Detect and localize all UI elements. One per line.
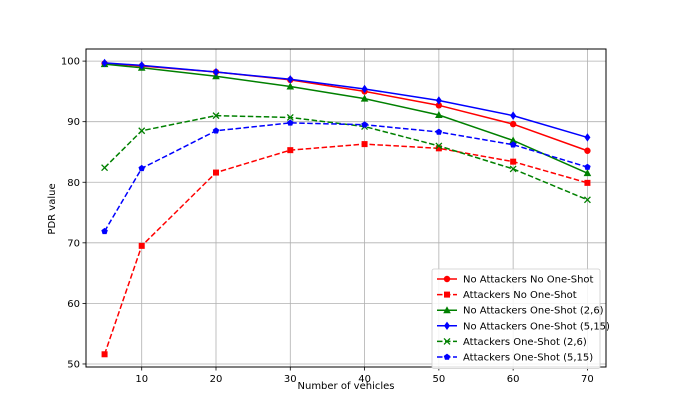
data-point <box>138 242 145 249</box>
x-tick-label: 50 <box>432 374 445 385</box>
series-1 <box>101 60 591 154</box>
legend-item: No Attackers No One-Shot <box>437 275 594 286</box>
data-point <box>435 142 443 150</box>
legend-label: Attackers No One-Shot <box>463 290 577 301</box>
y-axis: 50 60 70 80 90 100 <box>61 57 86 370</box>
series-line <box>104 63 588 174</box>
data-point <box>435 102 443 109</box>
data-point <box>101 351 108 358</box>
data-point <box>584 179 591 186</box>
y-tick-label: 80 <box>67 178 80 189</box>
legend-box <box>431 268 601 369</box>
series-2 <box>101 141 591 358</box>
series-layer <box>100 58 592 358</box>
series-6 <box>101 119 591 235</box>
data-point <box>435 111 443 119</box>
data-point <box>435 96 442 105</box>
y-tick-label: 50 <box>67 359 80 370</box>
x-tick-label: 30 <box>284 374 297 385</box>
data-point <box>101 58 108 68</box>
data-point <box>509 120 517 128</box>
legend-item: Attackers One-Shot (2,6) <box>437 337 587 348</box>
data-point <box>360 94 369 102</box>
y-axis-label: PDR value <box>47 183 58 234</box>
data-point <box>509 165 517 173</box>
data-point <box>510 158 517 165</box>
data-point <box>138 127 146 135</box>
data-point <box>287 75 294 84</box>
series-3 <box>100 60 592 177</box>
y-tick-label: 60 <box>67 299 80 310</box>
x-tick-label: 70 <box>581 374 594 385</box>
series-line <box>103 143 588 355</box>
data-point <box>101 227 108 235</box>
data-point <box>510 111 517 120</box>
data-point <box>212 112 220 120</box>
legend-marker <box>443 306 451 314</box>
legend-marker <box>443 353 451 360</box>
series-line <box>103 122 588 232</box>
data-point <box>286 113 294 121</box>
series-line <box>104 62 588 152</box>
data-point <box>212 127 220 134</box>
data-point <box>213 67 219 77</box>
data-point <box>101 164 109 172</box>
legend-label: No Attackers No One-Shot <box>463 275 594 286</box>
x-axis-label: Number of vehicles <box>298 381 395 392</box>
data-point <box>213 169 219 176</box>
x-axis: 10 20 30 40 50 60 70 <box>135 367 594 385</box>
data-point <box>584 163 591 170</box>
legend-marker <box>443 337 451 345</box>
legend-marker <box>444 321 450 330</box>
series-line <box>104 114 588 201</box>
y-tick-label: 90 <box>67 117 80 128</box>
y-tick-label: 100 <box>61 57 80 68</box>
plot-frame <box>85 48 607 368</box>
legend-label: Attackers One-Shot (5,15) <box>463 353 593 364</box>
data-point <box>583 196 591 204</box>
legend: No Attackers No One-Shot Attackers No One… <box>431 268 610 369</box>
series-line <box>104 62 588 139</box>
legend-marker <box>444 291 450 298</box>
data-point <box>584 133 591 142</box>
data-point <box>286 82 295 90</box>
data-point <box>435 128 443 135</box>
data-point <box>361 141 368 148</box>
y-tick-label: 70 <box>67 238 80 249</box>
legend-item: No Attackers One-Shot (2,6) <box>437 306 604 317</box>
data-point <box>509 136 517 144</box>
legend-item: Attackers One-Shot (5,15) <box>437 353 593 364</box>
legend-label: No Attackers One-Shot (2,6) <box>463 306 604 317</box>
x-tick-label: 10 <box>135 374 148 385</box>
x-tick-label: 60 <box>507 374 520 385</box>
data-point <box>583 169 592 177</box>
grid <box>86 49 606 367</box>
data-point <box>435 145 442 152</box>
legend-item: No Attackers One-Shot (5,15) <box>437 321 610 332</box>
data-point <box>361 121 368 128</box>
data-point <box>138 164 145 172</box>
data-point <box>287 147 294 154</box>
legend-label: No Attackers One-Shot (5,15) <box>463 321 610 332</box>
legend-label: Attackers One-Shot (2,6) <box>463 337 587 348</box>
data-point <box>287 119 294 126</box>
legend-item: Attackers No One-Shot <box>437 290 577 301</box>
data-point <box>584 147 591 154</box>
legend-marker <box>443 275 451 283</box>
x-tick-label: 20 <box>210 374 223 385</box>
data-point <box>509 141 517 148</box>
x-tick-label: 40 <box>358 374 371 385</box>
data-point <box>138 61 145 70</box>
data-point <box>361 84 368 94</box>
series-4 <box>101 58 591 142</box>
